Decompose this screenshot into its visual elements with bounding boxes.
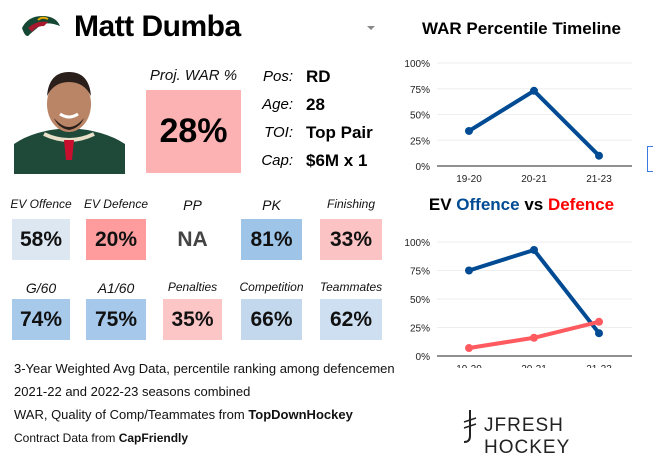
brand-name: JFRESH HOCKEY	[484, 415, 571, 458]
selection-handle[interactable]	[647, 146, 653, 172]
footer-note-1: 3-Year Weighted Avg Data, percentile ran…	[14, 361, 395, 376]
war-data-point	[530, 86, 538, 95]
pp-label: PP	[183, 197, 202, 213]
war-percentile-chart: 0% 25% 50% 75% 100% 19-20 20-21 21-23	[404, 59, 632, 185]
ev-defence-value: 20%	[86, 219, 146, 260]
finishing-label: Finishing	[326, 197, 376, 211]
x-tick-label: 19-20	[456, 174, 482, 185]
age-label: Age:	[262, 96, 293, 113]
defence-data-point	[530, 333, 538, 342]
y-tick-label: 0%	[416, 162, 431, 173]
penalties-label: Penalties	[167, 280, 218, 294]
ev-chart-title: EV Offence vs Defence	[390, 195, 653, 215]
war-data-point	[595, 151, 603, 160]
toi-value: Top Pair	[306, 123, 373, 142]
y-tick-label: 25%	[410, 324, 430, 335]
x-tick-label: 21-23	[586, 174, 612, 185]
cap-label: Cap:	[261, 152, 293, 169]
competition-value: 66%	[241, 299, 302, 340]
ev-offence-label: EV Offence	[10, 197, 72, 211]
offence-series-line	[468, 247, 601, 335]
y-tick-label: 50%	[410, 295, 430, 306]
topdownhockey-source: TopDownHockey	[248, 407, 353, 422]
defence-data-point	[595, 317, 603, 326]
offence-data-point	[530, 245, 538, 254]
vs-title-part: vs	[519, 195, 548, 214]
a1-60-value: 75%	[86, 299, 146, 340]
ev-defence-label: EV Defence	[83, 197, 149, 211]
ev-offence-defence-chart: 0% 25% 50% 75% 100% 19-20 20-21 21-23	[404, 238, 632, 368]
g-60-label: G/60	[25, 280, 57, 296]
war-chart-title: WAR Percentile Timeline	[421, 19, 622, 38]
age-value: 28	[306, 95, 325, 114]
proj-war-label: Proj. WAR %	[149, 67, 238, 84]
defence-title-part: Defence	[547, 195, 615, 214]
y-tick-label: 75%	[410, 85, 430, 96]
pos-label: Pos:	[262, 68, 293, 85]
jfresh-logo-icon	[463, 410, 477, 443]
minnesota-wild-logo	[22, 16, 60, 36]
player-photo	[14, 64, 125, 174]
pos-value: RD	[306, 67, 331, 86]
penalties-value: 35%	[163, 299, 222, 340]
y-tick-label: 100%	[404, 59, 430, 70]
pp-value: NA	[163, 219, 222, 260]
teammates-label: Teammates	[319, 280, 383, 294]
pk-label: PK	[262, 197, 281, 213]
x-tick-label: 20-21	[521, 174, 547, 185]
y-tick-label: 50%	[410, 111, 430, 122]
proj-war-value: 28%	[146, 90, 241, 173]
footer-note-3: WAR, Quality of Comp/Teammates from TopD…	[14, 407, 353, 422]
y-tick-label: 0%	[416, 352, 431, 363]
y-tick-label: 25%	[410, 136, 430, 147]
x-tick-label: 19-20	[456, 364, 482, 368]
teammates-value: 62%	[320, 299, 382, 340]
a1-60-label: A1/60	[97, 280, 135, 296]
cap-value: $6M x 1	[306, 151, 368, 170]
finishing-value: 33%	[320, 219, 382, 260]
pk-value: 81%	[241, 219, 302, 260]
defence-data-point	[465, 344, 473, 353]
war-series-line	[467, 88, 601, 158]
y-tick-label: 75%	[410, 267, 430, 278]
footer-note-3-text: WAR, Quality of Comp/Teammates from	[14, 407, 249, 422]
caret-down-icon[interactable]	[367, 26, 375, 30]
ev-title-part: EV	[428, 195, 457, 214]
offence-data-point	[595, 329, 603, 338]
ev-offence-value: 58%	[12, 219, 70, 260]
player-name: Matt Dumba	[74, 10, 241, 43]
competition-label: Competition	[239, 280, 304, 294]
war-data-point	[465, 126, 473, 135]
offence-title-part: Offence	[456, 195, 520, 214]
g-60-value: 74%	[12, 299, 70, 340]
offence-data-point	[465, 266, 473, 275]
footer-note-2: 2021-22 and 2022-23 seasons combined	[14, 384, 251, 399]
x-tick-label: 20-21	[521, 364, 547, 368]
capfriendly-source: CapFriendly	[118, 431, 189, 445]
footer-note-4-text: Contract Data from	[14, 431, 119, 445]
x-tick-label: 21-23	[586, 364, 612, 368]
toi-label: TOI:	[264, 124, 293, 141]
y-tick-label: 100%	[404, 238, 430, 249]
footer-note-4: Contract Data from CapFriendly	[14, 431, 188, 445]
